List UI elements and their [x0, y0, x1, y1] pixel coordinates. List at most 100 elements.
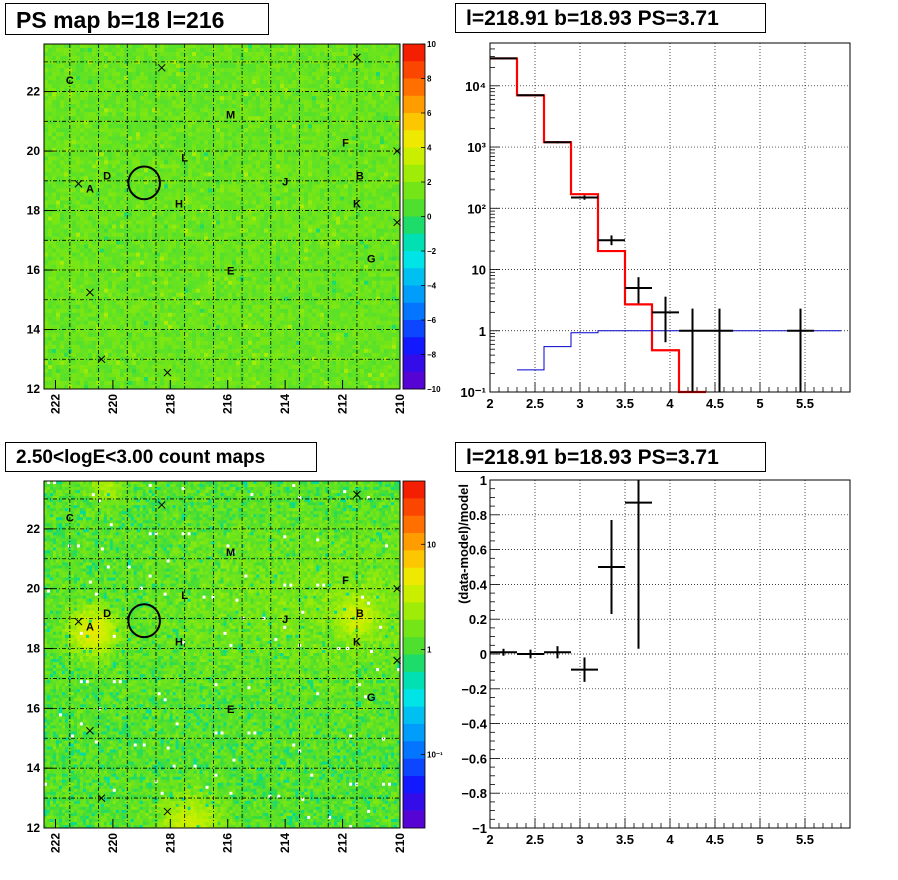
x-tick-label: 2	[486, 396, 493, 411]
x-tick-label: 4	[666, 396, 674, 411]
y-tick-label: −0.8	[461, 786, 487, 801]
x-tick-label: 212	[336, 394, 350, 414]
x-tick-label: 212	[336, 833, 350, 853]
x-tick-label: 3.5	[616, 832, 634, 847]
y-tick-label: −0.2	[461, 682, 487, 697]
y-tick-label: 0.2	[469, 612, 487, 627]
residual-title: l=218.91 b=18.93 PS=3.71	[455, 442, 766, 472]
source-label: D	[103, 170, 111, 182]
y-tick-label: −0.6	[461, 751, 487, 766]
source-label: E	[227, 265, 234, 277]
y-tick-label: 12	[27, 382, 41, 396]
colorbar: 10 1 10⁻¹	[403, 481, 443, 828]
colorbar-tick-label: 1	[427, 645, 432, 654]
source-label: M	[226, 547, 235, 559]
x-tick-label: 4	[666, 832, 674, 847]
colorbar-tick-label: 10	[427, 40, 436, 49]
colorbar-tick-label: 8	[427, 75, 432, 84]
source-label: F	[342, 575, 349, 587]
source-label: L	[181, 590, 188, 602]
source-label: H	[175, 199, 183, 211]
colorbar-tick-label: −8	[427, 351, 437, 360]
source-label: G	[367, 254, 376, 266]
source-label: A	[86, 184, 94, 196]
y-tick-label: 10⁴	[465, 79, 486, 94]
colorbar-tick-label: −4	[427, 282, 437, 291]
y-tick-label: 16	[27, 263, 41, 277]
x-tick-label: 216	[221, 833, 235, 853]
y-tick-label: 0.8	[469, 508, 487, 523]
x-tick-label: 5.5	[796, 832, 814, 847]
spectrum-step-line	[490, 58, 706, 392]
y-tick-label: 20	[27, 144, 41, 158]
x-tick-label: 4.5	[706, 832, 724, 847]
y-tick-label: 10⁻¹	[460, 385, 486, 400]
source-label: D	[103, 608, 111, 620]
colorbar-tick-label: 10⁻¹	[427, 751, 443, 760]
x-tick-label: 214	[278, 833, 292, 853]
x-tick-label: 218	[163, 394, 177, 414]
x-tick-label: 210	[393, 833, 407, 853]
y-tick-label: 22	[27, 522, 41, 536]
colorbar-tick-label: 2	[427, 178, 432, 187]
source-label: E	[227, 704, 234, 716]
source-label: K	[353, 637, 361, 649]
heatmap-cells	[44, 44, 400, 389]
x-tick-label: 222	[48, 394, 62, 414]
colorbar-tick-label: −6	[427, 316, 437, 325]
x-tick-label: 2	[486, 832, 493, 847]
colorbar-tick-label: −10	[427, 385, 441, 394]
x-tick-label: 222	[48, 833, 62, 853]
y-tick-label: 10³	[467, 140, 486, 155]
y-tick-label: 22	[27, 85, 41, 99]
y-tick-label: 14	[27, 761, 41, 775]
x-tick-label: 4.5	[706, 396, 724, 411]
x-tick-label: 3	[576, 832, 583, 847]
x-tick-label: 216	[221, 394, 235, 414]
spectrum-title: l=218.91 b=18.93 PS=3.71	[455, 3, 766, 33]
source-label: J	[282, 176, 288, 188]
x-tick-label: 220	[106, 394, 120, 414]
source-label: G	[367, 692, 376, 704]
source-label: K	[353, 199, 361, 211]
source-label: B	[356, 608, 364, 620]
y-tick-label: 14	[27, 323, 41, 337]
ps-map-title: PS map b=18 l=216	[5, 3, 269, 35]
source-label: C	[66, 512, 74, 524]
x-tick-label: 214	[278, 394, 292, 414]
x-tick-label: 5	[756, 832, 763, 847]
y-tick-label: −0.4	[461, 717, 487, 732]
x-tick-label: 3.5	[616, 396, 634, 411]
source-label: C	[66, 75, 74, 87]
y-tick-label: 0.4	[469, 577, 488, 592]
y-tick-label: 18	[27, 642, 41, 656]
y-tick-label: 12	[27, 821, 41, 835]
x-tick-label: 2.5	[526, 396, 544, 411]
y-tick-label: 0.6	[469, 543, 487, 558]
source-label: H	[175, 637, 183, 649]
x-tick-label: 3	[576, 396, 583, 411]
source-label: M	[226, 109, 235, 121]
y-tick-label: 1	[479, 324, 486, 339]
source-label: J	[282, 614, 288, 626]
colorbar-tick-label: −2	[427, 247, 437, 256]
y-tick-label: 20	[27, 582, 41, 596]
colorbar-tick-label: 10	[427, 540, 436, 549]
y-axis-label: (data-model)/model	[456, 484, 471, 604]
x-tick-label: 5.5	[796, 396, 814, 411]
source-label: B	[356, 170, 364, 182]
source-label: L	[181, 152, 188, 164]
colorbar-tick-label: 6	[427, 109, 432, 118]
y-tick-label: 10²	[467, 201, 486, 216]
x-tick-label: 5	[756, 396, 763, 411]
